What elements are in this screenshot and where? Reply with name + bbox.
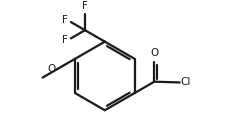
Text: O: O bbox=[47, 64, 56, 74]
Text: F: F bbox=[82, 1, 88, 11]
Text: O: O bbox=[150, 48, 158, 58]
Text: F: F bbox=[61, 35, 67, 45]
Text: Cl: Cl bbox=[180, 77, 190, 87]
Text: F: F bbox=[61, 15, 67, 25]
